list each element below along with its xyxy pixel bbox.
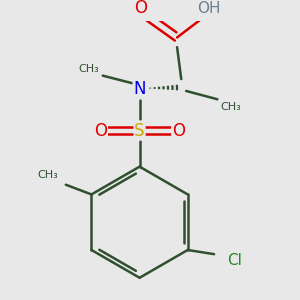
Text: O: O: [172, 122, 185, 140]
Text: N: N: [133, 80, 146, 98]
Text: CH₃: CH₃: [220, 102, 241, 112]
Text: CH₃: CH₃: [37, 170, 58, 180]
Text: CH₃: CH₃: [79, 64, 99, 74]
Text: Cl: Cl: [227, 253, 242, 268]
Text: OH: OH: [197, 1, 221, 16]
Text: O: O: [134, 0, 147, 17]
Text: S: S: [134, 122, 145, 140]
Text: O: O: [94, 122, 107, 140]
